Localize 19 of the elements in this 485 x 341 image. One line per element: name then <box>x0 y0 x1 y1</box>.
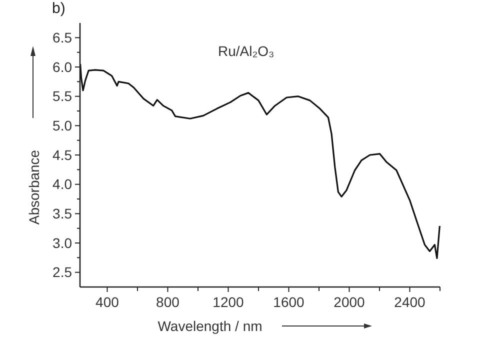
x-tick-label: 800 <box>156 294 180 310</box>
x-axis-title: Wavelength / nm <box>158 318 262 334</box>
x-tick-label: 2000 <box>334 294 366 310</box>
annotation: Ru/Al₂O₃ <box>218 43 274 59</box>
x-tick-label: 1200 <box>212 294 244 310</box>
y-tick-label: 6.5 <box>52 30 72 46</box>
text: b) <box>52 0 66 17</box>
x-tick-label: 2400 <box>394 294 426 310</box>
y-tick-label: 2.5 <box>52 264 72 280</box>
y-tick-label: 6.0 <box>52 58 72 75</box>
y-tick-label: 4.0 <box>52 176 72 192</box>
y-tick-label: 5.0 <box>52 118 72 134</box>
x-tick-label: 400 <box>96 294 120 310</box>
y-tick-label: 3.0 <box>52 234 72 251</box>
y-tick-label: 3.5 <box>52 206 72 222</box>
y-axis-title: Absorbance <box>26 150 42 225</box>
y-tick-label: 5.5 <box>52 88 72 104</box>
x-tick-label: 1600 <box>273 294 305 310</box>
y-tick-label: 4.5 <box>52 146 72 163</box>
